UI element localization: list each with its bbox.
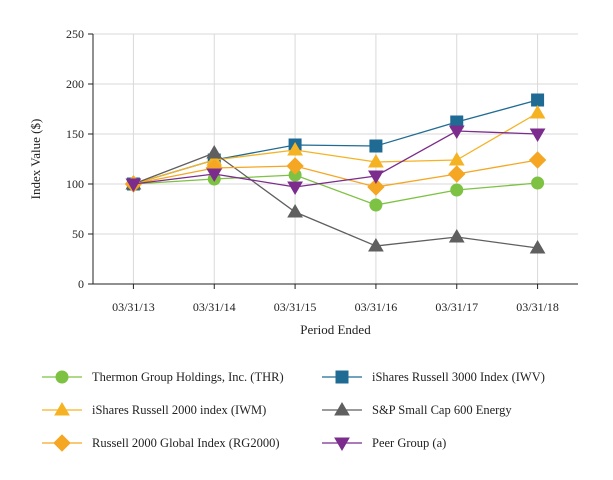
data-point	[448, 152, 465, 166]
data-point	[125, 178, 142, 192]
legend-swatch-marker	[335, 370, 349, 384]
data-point	[369, 139, 383, 153]
data-point	[450, 183, 464, 197]
legend-item: iShares Russell 2000 index (IWM)	[42, 402, 266, 417]
data-point	[368, 170, 384, 184]
series-6	[125, 125, 546, 195]
legend-item: iShares Russell 3000 Index (IWV)	[322, 370, 545, 384]
series-4	[125, 145, 546, 254]
x-tick-label: 03/31/14	[193, 300, 236, 314]
x-tick-label: 03/31/13	[112, 300, 155, 314]
legend-item: Russell 2000 Global Index (RG2000)	[42, 434, 279, 452]
data-point	[287, 142, 303, 156]
data-point	[529, 105, 546, 119]
data-point	[369, 198, 383, 212]
x-tick-label: 03/31/16	[355, 300, 398, 314]
data-point	[287, 204, 303, 218]
data-point	[286, 157, 304, 175]
series-line	[133, 152, 538, 249]
legend-label: Thermon Group Holdings, Inc. (THR)	[92, 370, 284, 384]
series-line	[133, 130, 538, 188]
y-tick-label: 50	[72, 227, 84, 241]
legend-label: Russell 2000 Global Index (RG2000)	[92, 436, 279, 450]
series-line	[133, 112, 538, 185]
legend-label: Peer Group (a)	[372, 436, 446, 450]
legend-item: Peer Group (a)	[322, 436, 446, 451]
y-tick-label: 200	[66, 77, 84, 91]
x-tick-label: 03/31/18	[516, 300, 559, 314]
y-axis-title: Index Value ($)	[28, 119, 43, 200]
series-line	[133, 174, 538, 206]
data-point	[206, 145, 223, 159]
series-line	[133, 159, 538, 188]
legend-item: S&P Small Cap 600 Energy	[322, 402, 512, 417]
data-point	[368, 154, 384, 168]
data-point	[287, 181, 303, 195]
series-5	[124, 151, 547, 196]
data-point	[367, 178, 385, 196]
legend-label: iShares Russell 3000 Index (IWV)	[372, 370, 545, 384]
data-point	[531, 93, 545, 107]
y-tick-label: 100	[66, 177, 84, 191]
data-point	[448, 125, 465, 139]
data-point	[368, 238, 384, 252]
legend-label: iShares Russell 2000 index (IWM)	[92, 403, 266, 417]
data-point	[529, 240, 546, 254]
legend-label: S&P Small Cap 600 Energy	[372, 403, 512, 417]
y-tick-label: 150	[66, 127, 84, 141]
legend-swatch-marker	[53, 434, 71, 452]
series-2	[126, 93, 545, 191]
x-tick-label: 03/31/15	[274, 300, 317, 314]
data-point	[206, 168, 223, 182]
x-tick-label: 03/31/17	[435, 300, 478, 314]
legend-item: Thermon Group Holdings, Inc. (THR)	[42, 370, 284, 384]
grid	[93, 33, 578, 284]
axes: 0 50 100 150 200 250 03/31/13 03/31/14 03/31/15 0…	[66, 27, 578, 314]
legend: Thermon Group Holdings, Inc. (THR) iShare…	[42, 370, 545, 452]
legend-swatch-marker	[55, 370, 69, 384]
data-point	[448, 229, 465, 243]
y-tick-label: 0	[78, 277, 84, 291]
series-3	[125, 105, 546, 190]
legend-swatch-marker	[334, 402, 350, 416]
data-point	[531, 176, 545, 190]
series-layer	[124, 93, 547, 254]
legend-swatch-marker	[334, 437, 350, 451]
x-axis-title: Period Ended	[300, 322, 371, 337]
data-point	[529, 128, 546, 142]
data-point	[448, 165, 466, 183]
data-point	[528, 151, 547, 169]
legend-swatch-marker	[54, 402, 70, 416]
series-1	[126, 168, 545, 212]
y-tick-label: 250	[66, 27, 84, 41]
